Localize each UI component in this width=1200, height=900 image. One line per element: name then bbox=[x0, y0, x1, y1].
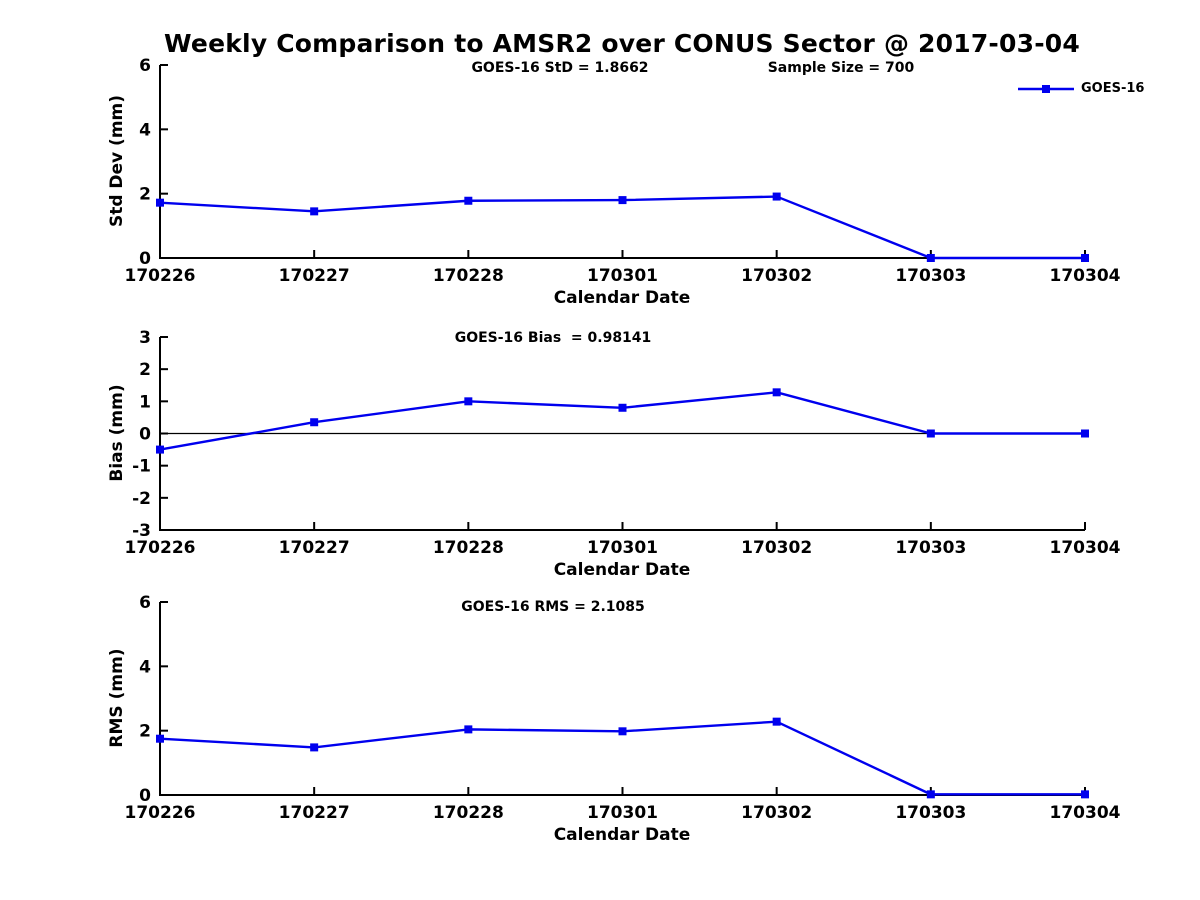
xlabel-bottom: Calendar Date bbox=[553, 825, 691, 845]
x-tick-label: 170228 bbox=[433, 266, 504, 286]
y-tick-label: 0 bbox=[139, 786, 151, 806]
x-tick-label: 170304 bbox=[1050, 803, 1121, 823]
data-point-marker bbox=[1081, 254, 1089, 262]
y-tick-label: -1 bbox=[132, 457, 151, 477]
x-tick-label: 170228 bbox=[433, 803, 504, 823]
data-point-marker bbox=[926, 254, 935, 262]
x-tick-label: 170303 bbox=[895, 538, 966, 558]
data-point-marker bbox=[310, 743, 319, 752]
x-tick-label: 170226 bbox=[125, 266, 196, 286]
x-tick-label: 170226 bbox=[125, 538, 196, 558]
x-tick-label: 170304 bbox=[1050, 266, 1121, 286]
rms-annotation: GOES-16 RMS = 2.1085 bbox=[461, 599, 645, 615]
data-point-marker bbox=[618, 196, 627, 205]
data-point-marker bbox=[156, 445, 164, 454]
data-line-std-dev bbox=[159, 195, 1085, 260]
x-tick-label: 170227 bbox=[279, 538, 350, 558]
x-tick-label: 170226 bbox=[125, 803, 196, 823]
std-annotation: GOES-16 StD = 1.8662 bbox=[471, 60, 649, 76]
y-tick-label: 2 bbox=[139, 185, 151, 205]
y-tick-label: -3 bbox=[132, 521, 151, 541]
x-tick-label: 170302 bbox=[741, 803, 812, 823]
x-tick-label: 170227 bbox=[279, 266, 350, 286]
x-tick-label: 170304 bbox=[1050, 538, 1121, 558]
y-tick-label: 4 bbox=[139, 657, 151, 677]
data-point-marker bbox=[156, 198, 164, 207]
data-line-bias bbox=[159, 391, 1085, 451]
data-point-marker bbox=[926, 429, 935, 438]
data-point-marker bbox=[772, 717, 781, 726]
y-tick-label: 2 bbox=[139, 360, 151, 380]
y-tick-label: 4 bbox=[139, 120, 151, 140]
xlabel-top: Calendar Date bbox=[553, 288, 691, 308]
panel-std-dev: 0 2 4 6 170226 170227 170228 170301 170302 170303… bbox=[125, 56, 1121, 286]
axis-spines bbox=[159, 602, 1085, 796]
chart-title: Weekly Comparison to AMSR2 over CONUS Se… bbox=[164, 29, 1080, 58]
data-point-marker bbox=[618, 403, 627, 412]
legend-sample bbox=[1018, 85, 1074, 93]
axis-spines bbox=[159, 65, 1085, 259]
data-point-marker bbox=[1081, 790, 1089, 799]
y-tick-label: 1 bbox=[139, 392, 151, 412]
x-tick-label: 170302 bbox=[741, 538, 812, 558]
data-point-marker bbox=[618, 727, 627, 736]
legend-label: GOES-16 bbox=[1081, 81, 1145, 96]
data-point-marker bbox=[464, 397, 473, 406]
legend-marker-icon bbox=[1042, 85, 1050, 93]
sample-size-annotation: Sample Size = 700 bbox=[767, 60, 915, 76]
x-tick-label: 170228 bbox=[433, 538, 504, 558]
data-point-marker bbox=[310, 207, 319, 216]
panel-rms: 0 2 4 6 170226 170227 170228 170301 170302 170303… bbox=[125, 593, 1121, 823]
data-point-marker bbox=[156, 734, 164, 743]
x-tick-label: 170301 bbox=[587, 803, 658, 823]
data-point-marker bbox=[464, 725, 473, 734]
data-point-marker bbox=[1081, 429, 1089, 438]
data-point-marker bbox=[772, 192, 781, 201]
y-tick-label: 3 bbox=[139, 328, 151, 348]
x-tick-label: 170301 bbox=[587, 266, 658, 286]
y-tick-label: 2 bbox=[139, 722, 151, 742]
data-point-marker bbox=[772, 388, 781, 397]
data-point-marker bbox=[926, 790, 935, 799]
data-point-marker bbox=[464, 196, 473, 205]
y-tick-label: 6 bbox=[139, 593, 151, 613]
ylabel-rms: RMS (mm) bbox=[107, 648, 127, 748]
y-tick-label: 6 bbox=[139, 56, 151, 76]
y-tick-label: 0 bbox=[139, 249, 151, 269]
x-tick-label: 170303 bbox=[895, 803, 966, 823]
ylabel-bias: Bias (mm) bbox=[107, 384, 127, 482]
x-tick-label: 170303 bbox=[895, 266, 966, 286]
x-tick-label: 170302 bbox=[741, 266, 812, 286]
y-tick-label: -2 bbox=[132, 489, 151, 509]
y-tick-label: 0 bbox=[139, 425, 151, 445]
bias-annotation: GOES-16 Bias = 0.98141 bbox=[454, 330, 652, 346]
x-tick-label: 170301 bbox=[587, 538, 658, 558]
data-point-marker bbox=[310, 418, 319, 427]
xlabel-middle: Calendar Date bbox=[553, 560, 691, 580]
ylabel-std-dev: Std Dev (mm) bbox=[107, 94, 127, 228]
x-tick-label: 170227 bbox=[279, 803, 350, 823]
